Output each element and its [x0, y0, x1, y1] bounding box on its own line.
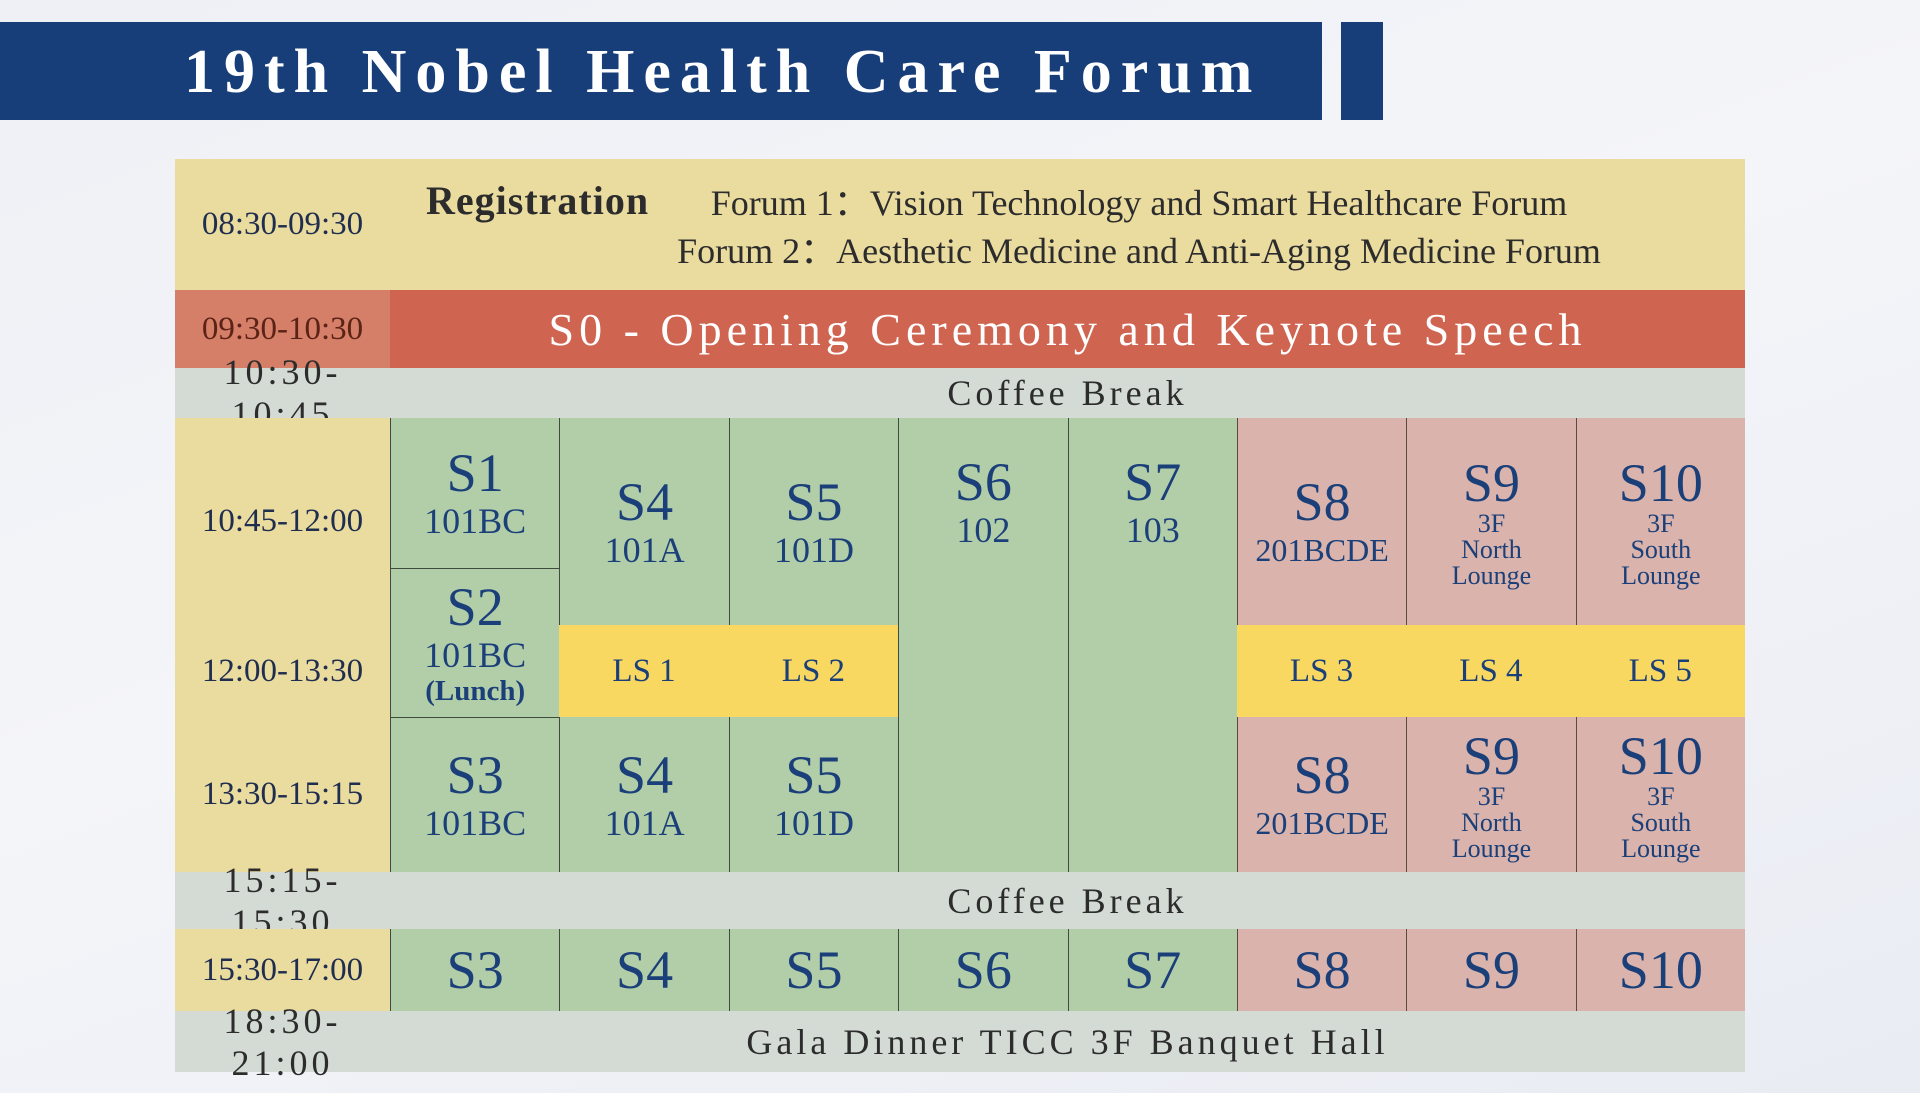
session-code: S4 — [616, 940, 674, 1000]
session-lounge: Lounge — [1621, 833, 1701, 863]
coffee-break-1: Coffee Break — [390, 368, 1745, 418]
time-slot-lunch: 12:00-13:30 — [175, 625, 390, 717]
time-slot-opening: 09:30-10:30 — [175, 290, 390, 368]
session-s8: S8 201BCDE — [1236, 418, 1407, 625]
session-s4-late: S4 — [559, 929, 729, 1011]
registration-label: Registration — [426, 178, 650, 223]
time-slot-coffee-break-2: 15:15-15:30 — [175, 860, 390, 942]
forum-2-line: Forum 2：Aesthetic Medicine and Anti-Agin… — [677, 231, 1601, 271]
session-room: 101BC — [424, 635, 527, 675]
coffee-break-2: Coffee Break — [390, 872, 1745, 929]
session-code: S9 — [1462, 940, 1520, 1000]
session-area: North — [1461, 807, 1522, 837]
session-area: South — [1630, 807, 1692, 837]
time-slot-gala-dinner: 18:30-21:00 — [175, 1001, 390, 1083]
session-code: S8 — [1293, 744, 1351, 805]
session-room: 101A — [604, 529, 685, 570]
session-code: S4 — [616, 744, 674, 805]
session-s9: S9 3F North Lounge — [1406, 418, 1576, 625]
session-code: S7 — [1124, 940, 1182, 1000]
session-area: South — [1630, 534, 1692, 564]
session-code: S6 — [954, 452, 1012, 512]
time-slot-registration: 08:30-09:30 — [175, 159, 390, 290]
session-room: 201BCDE — [1255, 531, 1389, 568]
session-code: S10 — [1618, 725, 1703, 786]
session-floor: 3F — [1647, 781, 1675, 811]
session-code: S7 — [1124, 452, 1182, 512]
session-s10: S10 3F South Lounge — [1575, 418, 1745, 625]
session-s6: S6 102 — [898, 418, 1068, 872]
gala-dinner: Gala Dinner TICC 3F Banquet Hall — [390, 1011, 1745, 1072]
session-code: S3 — [446, 940, 504, 1000]
session-s9-late: S9 — [1406, 929, 1576, 1011]
time-slot-afternoon: 13:30-15:15 — [175, 717, 390, 872]
session-room: 102 — [956, 510, 1011, 550]
session-code: S8 — [1293, 940, 1351, 1000]
schedule-grid: 08:30-09:30 Registration Forum 1：Vision … — [175, 159, 1745, 1083]
lunch-symposium-4: LS 4 — [1406, 625, 1576, 717]
lunch-symposium-3: LS 3 — [1236, 625, 1407, 717]
time-slot-coffee-break-1: 10:30-10:45 — [175, 352, 390, 434]
session-s7: S7 103 — [1067, 418, 1237, 872]
session-code: S5 — [785, 940, 843, 1000]
session-s2: S2 101BC (Lunch) — [390, 568, 560, 717]
session-s6-late: S6 — [898, 929, 1068, 1011]
session-lounge: Lounge — [1621, 560, 1701, 590]
session-s5-late: S5 — [728, 929, 899, 1011]
banner-accent-tab — [1341, 22, 1383, 120]
registration-forums: Forum 1：Vision Technology and Smart Heal… — [677, 177, 1601, 275]
opening-ceremony: S0 - Opening Ceremony and Keynote Speech — [390, 290, 1745, 368]
session-code: S1 — [446, 443, 504, 503]
session-code: S8 — [1293, 471, 1351, 532]
time-slot-late-afternoon: 15:30-17:00 — [175, 929, 390, 1011]
session-s4-afternoon: S4 101A — [559, 717, 729, 872]
session-s9-afternoon: S9 3F North Lounge — [1406, 717, 1576, 872]
registration-cell: Registration Forum 1：Vision Technology a… — [390, 159, 1745, 290]
session-room: 101D — [773, 529, 854, 570]
session-room: 103 — [1125, 510, 1180, 550]
session-code: S9 — [1462, 452, 1520, 513]
session-room: 101A — [604, 802, 685, 843]
session-code: S6 — [954, 940, 1012, 1000]
session-floor: 3F — [1477, 508, 1506, 538]
session-lounge: Lounge — [1451, 560, 1532, 590]
forum-1-line: Forum 1：Vision Technology and Smart Heal… — [710, 183, 1568, 223]
session-s4: S4 101A — [559, 418, 729, 625]
session-room: 101BC — [424, 501, 527, 541]
session-code: S5 — [785, 744, 843, 805]
session-code: S9 — [1462, 725, 1520, 786]
lunch-note: (Lunch) — [425, 675, 526, 707]
session-code: S10 — [1618, 452, 1703, 513]
session-code: S5 — [785, 471, 843, 532]
session-lounge: Lounge — [1451, 833, 1532, 863]
session-floor: 3F — [1647, 508, 1675, 538]
lunch-symposium-2: LS 2 — [728, 625, 899, 717]
session-code: S10 — [1618, 940, 1703, 1000]
session-s10-afternoon: S10 3F South Lounge — [1575, 717, 1745, 872]
title-banner: 19th Nobel Health Care Forum — [0, 22, 1322, 120]
session-s5: S5 101D — [728, 418, 899, 625]
session-s1: S1 101BC — [390, 418, 560, 568]
lunch-symposium-5: LS 5 — [1575, 625, 1745, 717]
session-s3-late: S3 — [390, 929, 560, 1011]
session-s3: S3 101BC — [390, 717, 560, 872]
session-room: 101BC — [424, 803, 527, 843]
session-floor: 3F — [1477, 781, 1506, 811]
lunch-symposium-1: LS 1 — [559, 625, 729, 717]
session-area: North — [1461, 534, 1522, 564]
session-code: S3 — [446, 745, 504, 805]
page-title: 19th Nobel Health Care Forum — [184, 38, 1262, 106]
session-s7-late: S7 — [1067, 929, 1237, 1011]
session-s5-afternoon: S5 101D — [728, 717, 899, 872]
session-code: S2 — [446, 577, 504, 637]
session-code: S4 — [616, 471, 674, 532]
session-room: 101D — [773, 802, 854, 843]
session-s8-afternoon: S8 201BCDE — [1236, 717, 1407, 872]
session-s10-late: S10 — [1575, 929, 1745, 1011]
session-room: 201BCDE — [1255, 804, 1389, 841]
time-slot-morning: 10:45-12:00 — [175, 418, 390, 625]
session-s8-late: S8 — [1236, 929, 1407, 1011]
